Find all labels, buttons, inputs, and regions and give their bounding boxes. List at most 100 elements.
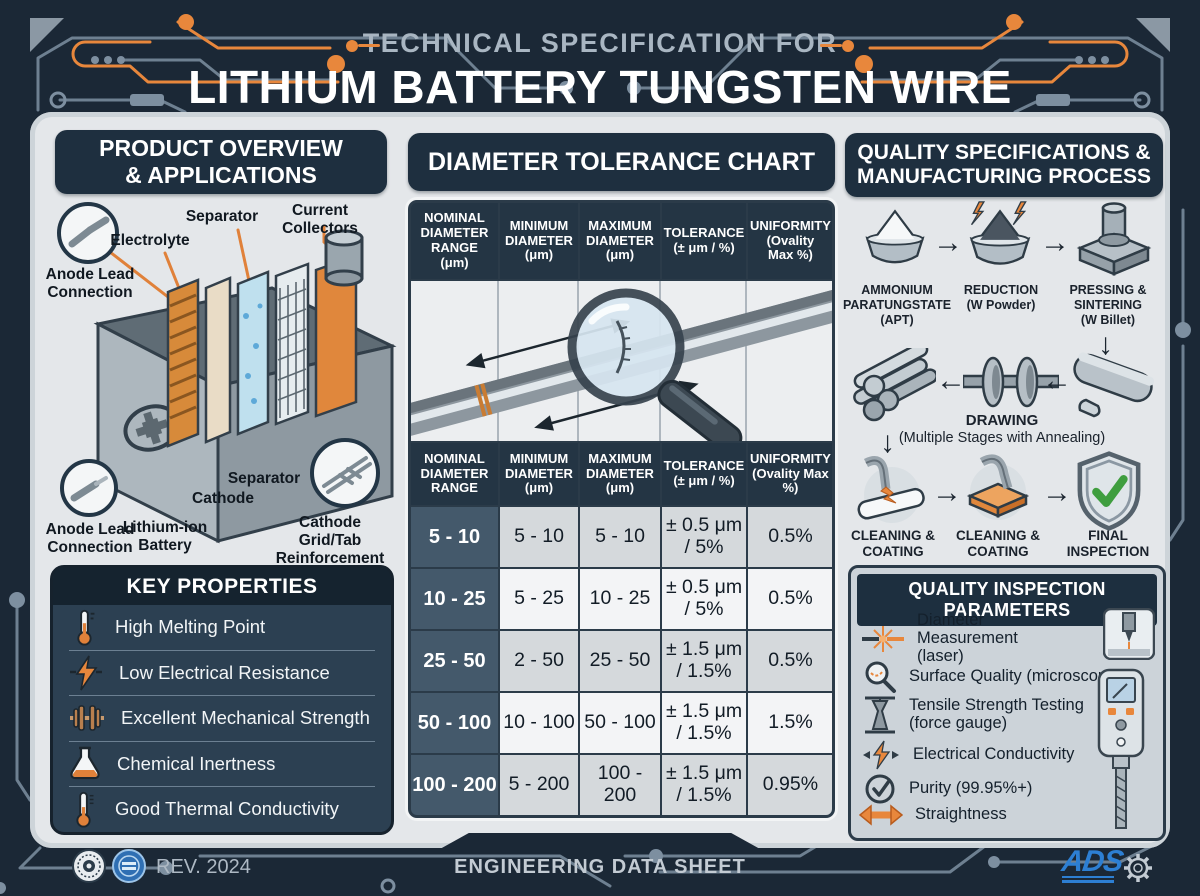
tolerance-table: NOMINAL DIAMETER RANGE (μm) MINIMUM DIAM… <box>408 200 835 818</box>
drawing-step-title: DRAWING <box>965 412 1039 429</box>
table-cell: ± 0.5 μm / 5% <box>662 507 746 567</box>
inspection-item-label: Surface Quality (microscopy) <box>909 667 1121 686</box>
list-item: Good Thermal Conductivity <box>69 787 375 832</box>
inspection-item-label: Diameter Measurement (laser) <box>917 611 1018 665</box>
arrow-right-icon: → <box>1042 476 1072 509</box>
arrow-right-icon: → <box>933 226 963 259</box>
column-header: UNIFORMITY (Ovality Max %) <box>748 443 832 505</box>
row-label: 10 - 25 <box>411 569 498 629</box>
ads-logo: ADS <box>1060 845 1125 883</box>
process-step-label: FINAL INSPECTION <box>1066 528 1150 560</box>
drawing-step-subtitle: (Multiple Stages with Annealing) <box>898 430 1106 446</box>
inspection-item-label: Electrical Conductivity <box>913 745 1075 764</box>
section-title-product-overview: PRODUCT OVERVIEW & APPLICATIONS <box>55 130 387 194</box>
laser-device-thumbnail <box>1103 608 1155 660</box>
revision-label: REV. 2024 <box>156 856 251 878</box>
arrow-down-icon: ↓ <box>880 426 895 459</box>
arrow-down-icon: ↓ <box>1098 328 1113 361</box>
table-cell: 10 - 100 <box>500 693 578 753</box>
column-header: UNIFORMITY (Ovality Max %) <box>748 203 832 279</box>
column-header: MINIMUM DIAMETER (μm) <box>500 203 578 279</box>
inspection-item-label: Straightness <box>915 805 1007 824</box>
table-cell: 5 - 25 <box>500 569 578 629</box>
table-cell: 5 - 10 <box>580 507 660 567</box>
key-properties-title: KEY PROPERTIES <box>53 568 391 605</box>
gear-icon <box>1124 854 1152 882</box>
thermometer-icon <box>76 792 94 828</box>
row-label: 100 - 200 <box>411 755 498 815</box>
list-item: Chemical Inertness <box>69 742 375 787</box>
column-header: TOLERANCE (± μm / %) <box>662 443 746 505</box>
cleaning-coating-icon <box>857 456 925 523</box>
label-cathode: Cathode <box>192 490 254 507</box>
table-cell: 5 - 10 <box>500 507 578 567</box>
table-cell: 50 - 100 <box>580 693 660 753</box>
cleaning-coating-icon <box>966 454 1030 520</box>
conductivity-icon <box>863 740 899 770</box>
laser-icon <box>862 625 904 652</box>
arrow-left-icon: ← <box>1042 364 1072 397</box>
process-step-label: CLEANING & COATING <box>851 528 935 560</box>
property-label: High Melting Point <box>115 616 266 638</box>
pressing-sintering-icon <box>1076 202 1152 276</box>
certification-badge-icon <box>112 849 146 883</box>
inspection-item-label: Purity (99.95%+) <box>909 779 1033 798</box>
kicker-left-dot <box>346 40 358 52</box>
kicker-right-dot <box>842 40 854 52</box>
process-step-label: REDUCTION (W Powder) <box>963 283 1039 312</box>
kicker-left-line <box>358 44 380 47</box>
quality-inspection-panel: QUALITY INSPECTION PARAMETERS Diameter M… <box>848 565 1166 841</box>
page-title: LITHIUM BATTERY TUNGSTEN WIRE <box>188 61 1012 113</box>
column-header: MAXIMUM DIAMETER (μm) <box>580 203 660 279</box>
label-separator-top: Separator <box>185 208 259 225</box>
process-step-label: PRESSING & SINTERING (W Billet) <box>1069 283 1147 327</box>
straightness-icon <box>859 804 903 826</box>
list-item: High Melting Point <box>69 605 375 651</box>
wire-magnifier-graphic <box>411 281 832 453</box>
section-title-quality-specs: QUALITY SPECIFICATIONS & MANUFACTURING P… <box>845 133 1163 197</box>
billet-icon <box>1073 352 1155 418</box>
label-cathode-grid: Cathode Grid/Tab Reinforcement <box>275 514 385 567</box>
tensile-icon <box>865 696 895 734</box>
label-lithium-ion-battery: Lithium-ion Battery <box>122 519 208 554</box>
label-electrolyte: Electrolyte <box>110 232 190 249</box>
certification-badge-icon <box>72 849 106 883</box>
property-label: Chemical Inertness <box>117 752 276 774</box>
drawing-die-icon <box>963 356 1059 408</box>
document-kicker: TECHNICAL SPECIFICATION FOR <box>362 28 838 58</box>
table-cell: 0.5% <box>748 631 832 691</box>
table-cell: 0.5% <box>748 569 832 629</box>
arrow-right-icon: → <box>932 476 962 509</box>
section-title-tolerance-chart: DIAMETER TOLERANCE CHART <box>408 133 835 191</box>
table-cell: 2 - 50 <box>500 631 578 691</box>
wire-inspection-illustration <box>411 281 832 453</box>
lightning-icon <box>70 655 102 691</box>
inspection-item-label: Tensile Strength Testing (force gauge) <box>909 696 1084 732</box>
label-separator-bottom: Separator <box>227 470 301 487</box>
table-cell: ± 1.5 μm / 1.5% <box>662 693 746 753</box>
table-cell: ± 1.5 μm / 1.5% <box>662 631 746 691</box>
process-step-label: AMMONIUM PARATUNGSTATE (APT) <box>842 283 952 327</box>
wire-rods-icon <box>853 348 936 422</box>
final-inspection-shield-icon <box>1077 451 1141 531</box>
kicker-right-line <box>820 44 842 47</box>
process-step-label: CLEANING & COATING <box>956 528 1040 560</box>
column-header: MINIMUM DIAMETER (μm) <box>500 443 578 505</box>
table-cell: 1.5% <box>748 693 832 753</box>
row-label: 50 - 100 <box>411 693 498 753</box>
battery-diagram: Separator Current Collectors Electrolyte… <box>40 196 400 567</box>
arrow-right-icon: → <box>1040 226 1070 259</box>
column-header: NOMINAL DIAMETER RANGE <box>411 443 498 505</box>
table-cell: ± 0.5 μm / 5% <box>662 569 746 629</box>
row-label: 5 - 10 <box>411 507 498 567</box>
column-header: TOLERANCE (± μm / %) <box>662 203 746 279</box>
label-anode-lead-top: Anode Lead Connection <box>45 266 135 301</box>
table-cell: 5 - 200 <box>500 755 578 815</box>
table-cell: ± 1.5 μm / 1.5% <box>662 755 746 815</box>
bottom-tab <box>440 833 760 849</box>
column-header: MAXIMUM DIAMETER (μm) <box>580 443 660 505</box>
property-label: Excellent Mechanical Strength <box>121 707 370 729</box>
list-item: Low Electrical Resistance <box>69 651 375 696</box>
